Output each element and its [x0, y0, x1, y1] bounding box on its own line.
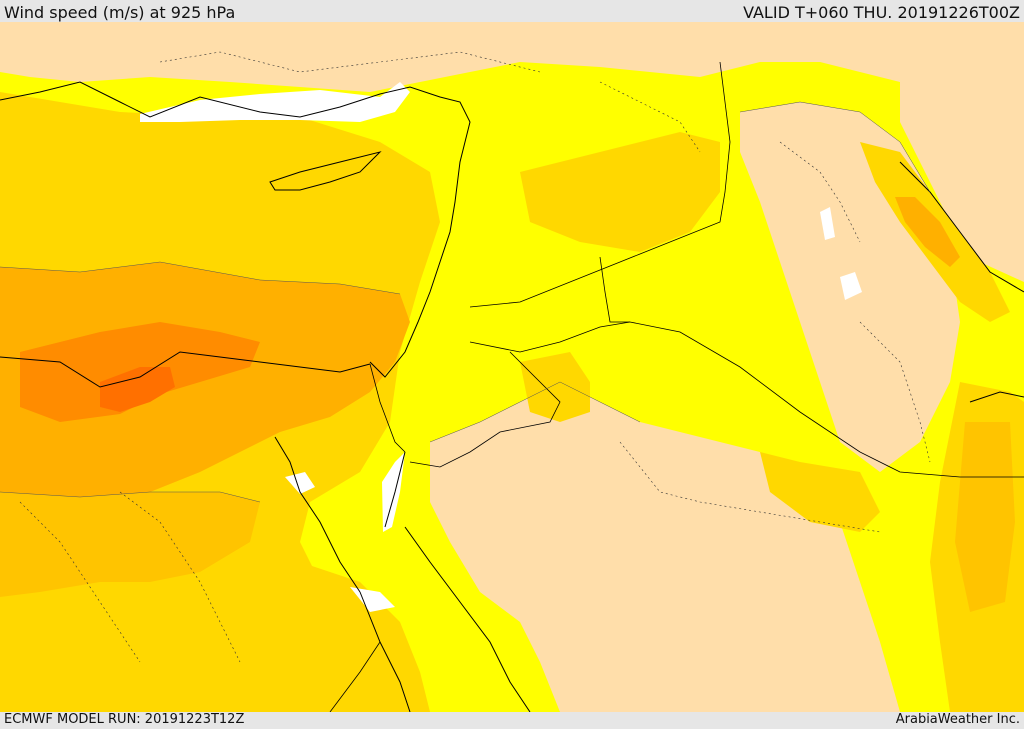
- egypt-north-coast: [0, 351, 371, 388]
- jordan-south-border: [409, 351, 561, 468]
- red-sea-east: [404, 526, 531, 712]
- calm-area-iraq-lake-2: [820, 207, 835, 240]
- calm-area-suez: [285, 472, 315, 494]
- fresh-wind-jordan: [520, 352, 590, 422]
- gulf-coast: [899, 161, 1024, 293]
- fresh-wind-red-sea: [300, 562, 430, 712]
- model-run-label: ECMWF MODEL RUN: 20191223T12Z: [4, 712, 245, 727]
- light-wind-iran: [900, 82, 1024, 282]
- red-sea-west: [359, 591, 411, 712]
- syria-iraq-border: [469, 61, 731, 308]
- calm-area-red-sea: [350, 587, 395, 612]
- header-bar: Wind speed (m/s) at 925 hPa VALID T+060 …: [0, 0, 1024, 22]
- suez-gulf: [274, 436, 361, 593]
- very-strong-wind-east-arabia: [955, 422, 1015, 612]
- egypt-israel-border: [369, 363, 406, 453]
- map-canvas: [0, 22, 1024, 712]
- very-strong-wind-gulf: [895, 197, 960, 267]
- turkey-south-coast: [0, 81, 471, 378]
- gulf-coast-south: [969, 391, 1024, 403]
- aqaba-gulf: [384, 451, 406, 528]
- map-title: Wind speed (m/s) at 925 hPa: [4, 3, 236, 22]
- gale-wind-core: [100, 367, 175, 412]
- valid-time: VALID T+060 THU. 20191226T00Z: [743, 3, 1020, 22]
- cyprus: [269, 151, 382, 191]
- jordan-east-border: [599, 256, 630, 323]
- light-wind-turkey: [0, 22, 1024, 92]
- jordan-saudi-border: [469, 321, 1024, 478]
- speed-contours: [0, 101, 931, 503]
- admin-boundaries: [19, 51, 931, 663]
- calm-area-aegean: [140, 82, 410, 122]
- calm-area-gulf-of-aqaba: [382, 452, 405, 532]
- wind-speed-map[interactable]: [0, 22, 1024, 712]
- fresh-wind-syria: [520, 132, 720, 252]
- egypt-sudan-border: [329, 641, 381, 712]
- footer-bar: ECMWF MODEL RUN: 20191223T12Z ArabiaWeat…: [0, 712, 1024, 729]
- fresh-wind-arabia-patch: [760, 452, 880, 532]
- light-wind-arabia: [430, 382, 900, 712]
- strong-wind-egypt: [0, 492, 260, 597]
- coastlines: [0, 81, 1024, 712]
- calm-area-iraq-lake: [840, 272, 862, 300]
- country-borders: [329, 61, 1024, 712]
- credit-label: ArabiaWeather Inc.: [895, 712, 1020, 727]
